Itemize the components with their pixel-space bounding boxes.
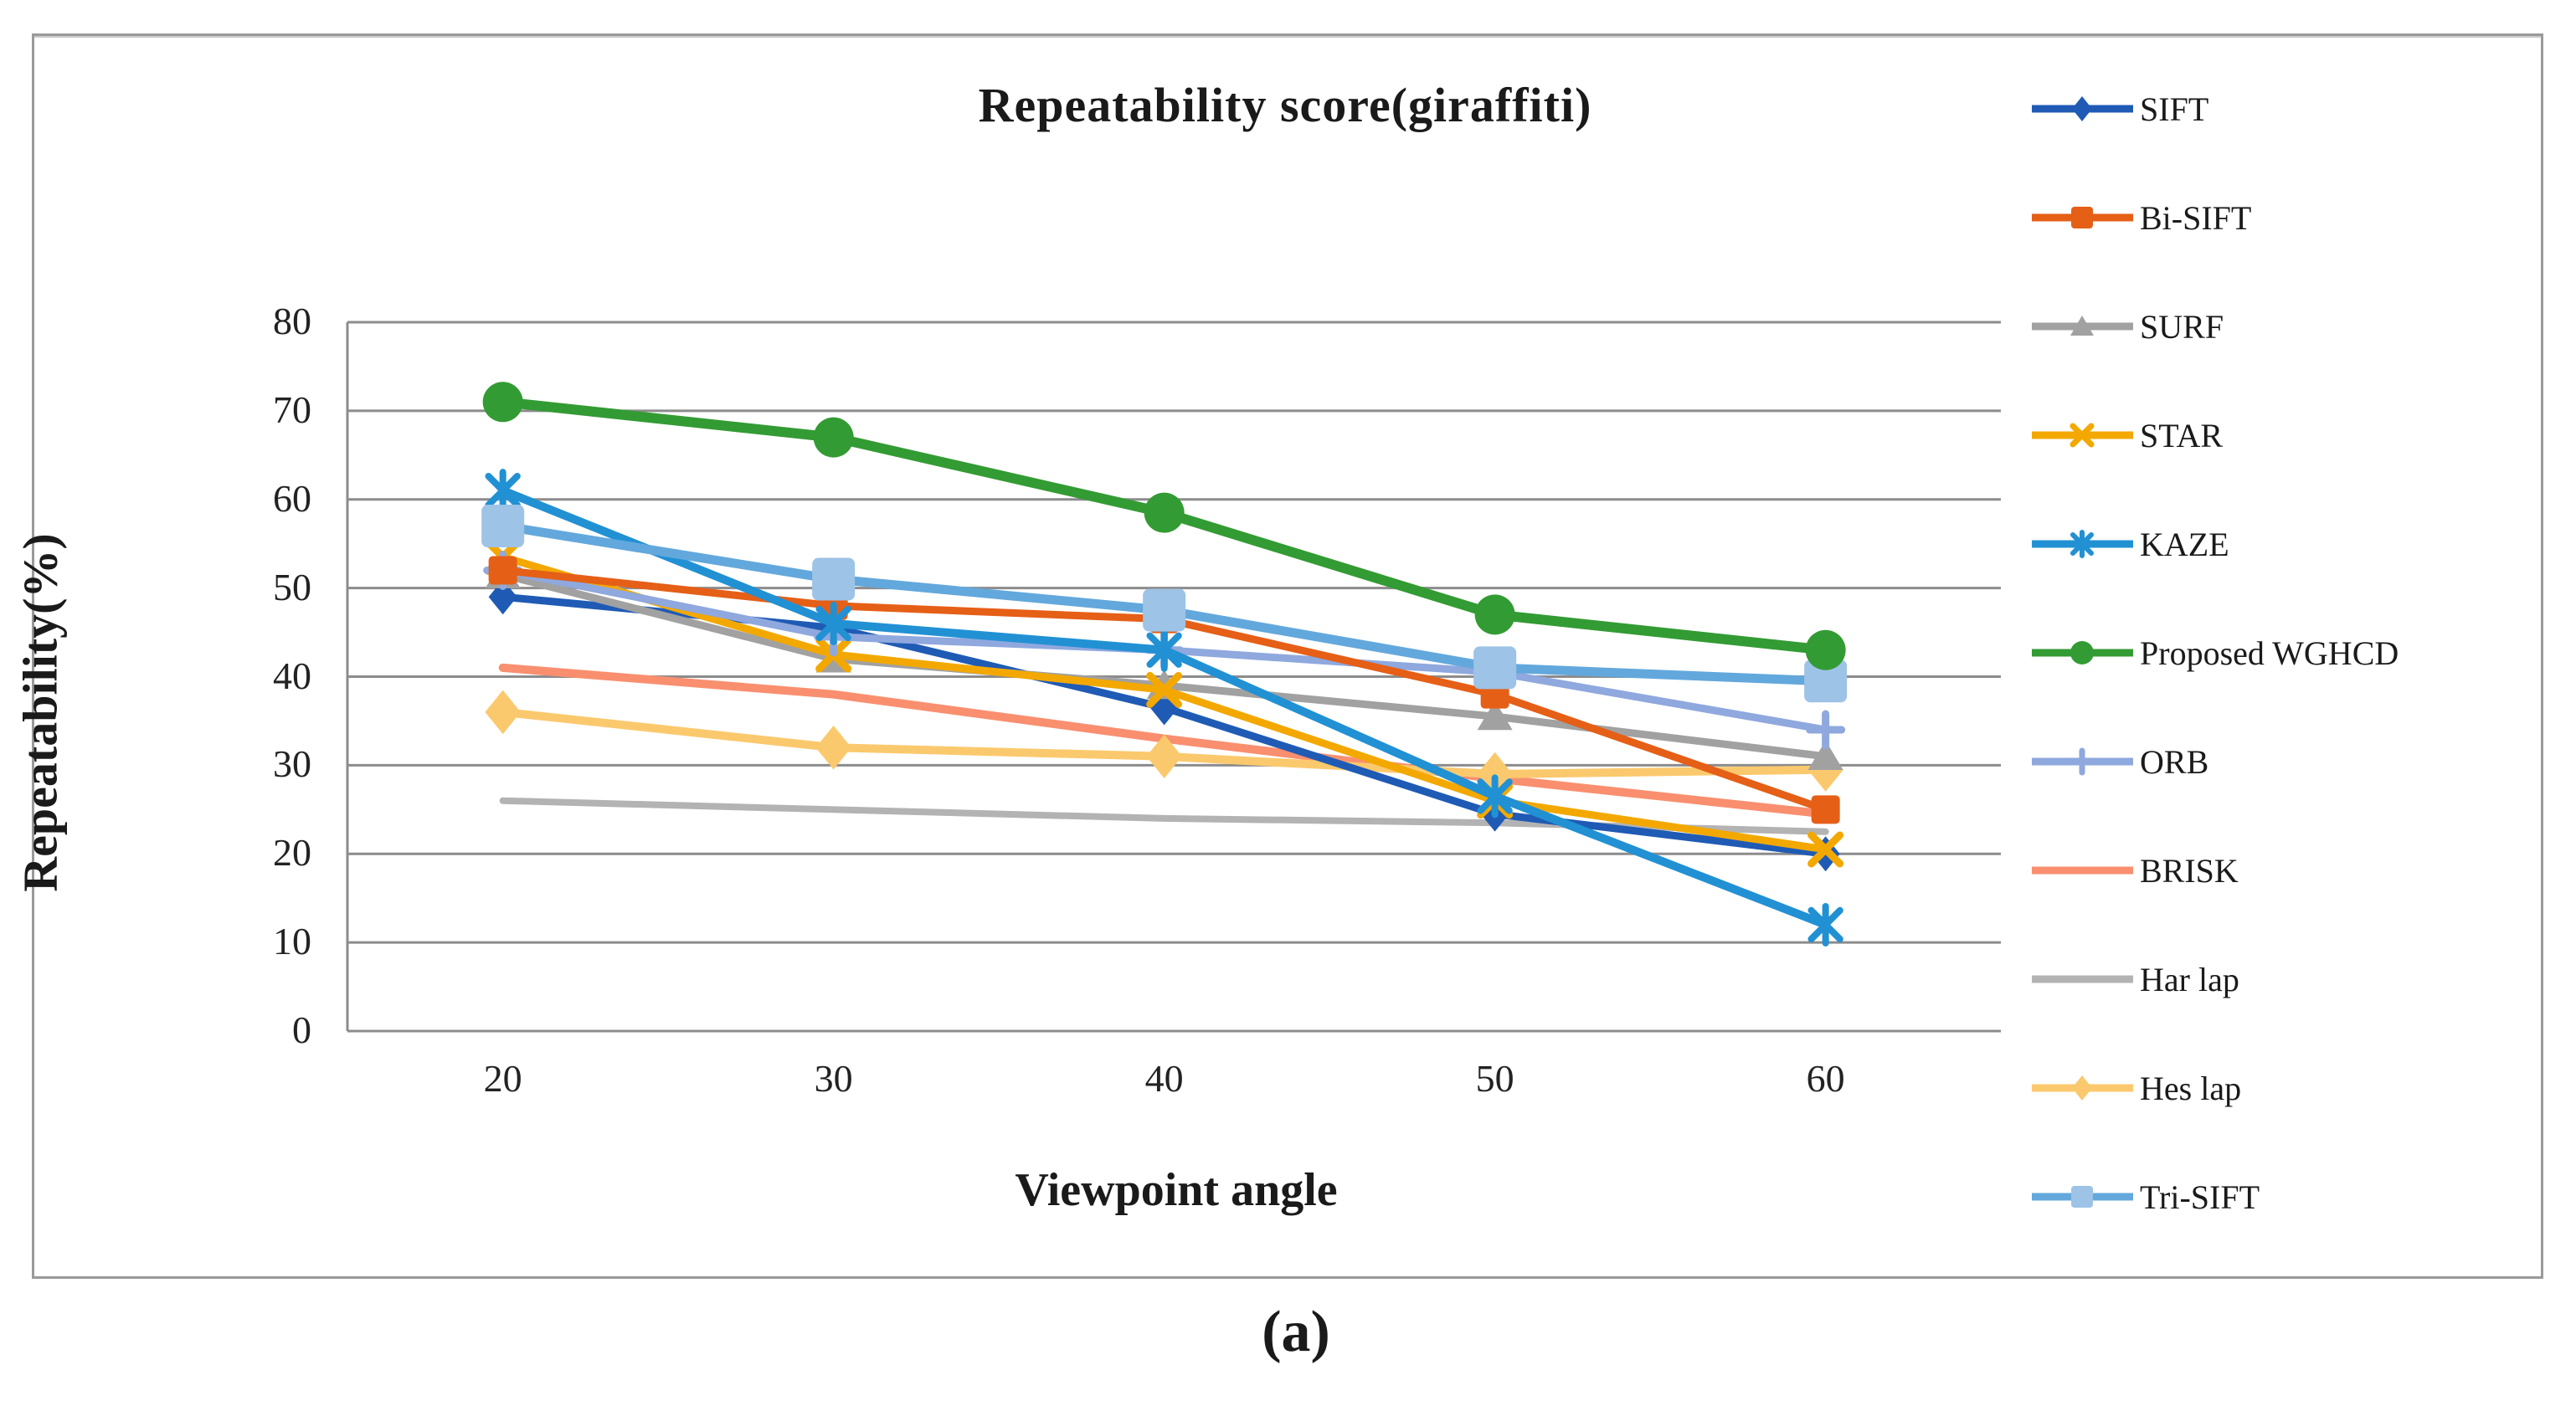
- marker-circle: [1144, 492, 1185, 533]
- marker-circle: [813, 417, 854, 458]
- legend-marker-glyph: [2070, 530, 2094, 558]
- legend-label: SIFT: [2140, 90, 2209, 128]
- chart-legend: SIFT Bi-SIFT SURF STAR KAZE Proposed WGHCD ORB…: [2030, 0, 2532, 1272]
- y-tick-label: 80: [273, 300, 311, 342]
- legend-line-asterisk-icon: [2032, 530, 2133, 558]
- y-tick-label: 50: [273, 565, 311, 608]
- legend-label: Hes lap: [2140, 1069, 2242, 1107]
- legend-marker-glyph: [2072, 96, 2092, 121]
- legend-label: Tri-SIFT: [2140, 1178, 2260, 1216]
- legend-item-brisk: BRISK: [2030, 845, 2239, 895]
- figure-caption: (a): [1262, 1300, 1330, 1364]
- marker-diamond: [815, 725, 851, 770]
- legend-marker-glyph: [2071, 207, 2093, 228]
- legend-item-orb: ORB: [2030, 736, 2208, 787]
- legend-item-star: STAR: [2030, 410, 2223, 460]
- marker-circle: [482, 382, 523, 423]
- legend-label: STAR: [2140, 416, 2224, 454]
- legend-label: Bi-SIFT: [2140, 198, 2252, 237]
- legend-marker-glyph: [2070, 423, 2095, 448]
- y-tick-label: 30: [273, 742, 311, 786]
- legend-item-har-lap: Har lap: [2030, 954, 2239, 1004]
- marker-diamond: [1146, 734, 1182, 779]
- y-tick-label: 40: [273, 654, 311, 697]
- legend-marker-glyph: [2068, 747, 2096, 776]
- legend-label: SURF: [2140, 307, 2224, 346]
- x-tick-label: 60: [1806, 1057, 1845, 1100]
- marker-asterisk: [815, 601, 851, 645]
- legend-label: KAZE: [2140, 525, 2229, 563]
- legend-item-hes-lap: Hes lap: [2030, 1063, 2241, 1113]
- y-axis-title: Repeatability(%): [13, 533, 68, 892]
- x-tick-label: 50: [1475, 1057, 1514, 1100]
- legend-marker-glyph: [2072, 1075, 2092, 1101]
- x-tick-label: 20: [483, 1057, 522, 1100]
- legend-item-kaze: KAZE: [2030, 519, 2229, 569]
- marker-square: [1473, 646, 1517, 690]
- marker-asterisk: [1807, 902, 1843, 947]
- marker-asterisk: [485, 469, 521, 513]
- legend-line-square-icon: [2032, 207, 2133, 228]
- y-tick-label: 10: [273, 920, 311, 963]
- legend-line-circle-icon: [2032, 641, 2133, 665]
- legend-line-x-icon: [2032, 423, 2133, 448]
- marker-triangle: [1477, 700, 1513, 731]
- legend-item-tri-sift: Tri-SIFT: [2030, 1172, 2260, 1222]
- marker-square: [1804, 659, 1848, 703]
- marker-square: [812, 557, 856, 601]
- marker-plus: [1806, 710, 1846, 750]
- legend-line-triangle-icon: [2032, 316, 2133, 336]
- y-tick-label: 20: [273, 831, 311, 875]
- marker-square: [1811, 795, 1840, 824]
- legend-line-diamond-icon: [2032, 96, 2133, 121]
- y-tick-label: 0: [292, 1008, 311, 1051]
- legend-line-icon: [2032, 975, 2133, 983]
- legend-line-diamond-icon: [2032, 1075, 2133, 1101]
- marker-circle: [1474, 594, 1515, 635]
- marker-diamond: [485, 690, 521, 735]
- legend-item-sift: SIFT: [2030, 84, 2208, 134]
- legend-item-proposed-wghcd: Proposed WGHCD: [2030, 628, 2399, 678]
- marker-triangle: [1807, 740, 1843, 770]
- y-tick-label: 70: [273, 387, 311, 431]
- marker-square: [481, 505, 525, 548]
- marker-x: [1807, 831, 1844, 868]
- x-tick-label: 40: [1144, 1057, 1184, 1100]
- legend-line-icon: [2032, 866, 2133, 875]
- legend-label: BRISK: [2140, 851, 2239, 890]
- marker-square: [488, 556, 517, 585]
- y-tick-label: 60: [273, 476, 311, 520]
- marker-x: [1146, 671, 1183, 708]
- marker-asterisk: [1477, 774, 1513, 818]
- marker-circle: [1805, 629, 1846, 670]
- legend-item-bi-sift: Bi-SIFT: [2030, 192, 2251, 243]
- legend-line-square-icon: [2032, 1186, 2133, 1208]
- marker-asterisk: [1146, 628, 1182, 672]
- legend-item-surf: SURF: [2030, 301, 2224, 352]
- legend-label: Har lap: [2140, 960, 2239, 998]
- legend-marker-glyph: [2070, 316, 2094, 336]
- legend-marker-glyph: [2071, 1186, 2093, 1208]
- marker-square: [1143, 588, 1186, 632]
- legend-label: Proposed WGHCD: [2140, 634, 2399, 672]
- x-axis-title: Viewpoint angle: [1015, 1164, 1338, 1216]
- x-tick-label: 30: [814, 1057, 853, 1100]
- legend-line-plus-icon: [2032, 747, 2133, 776]
- chart-title: Repeatability score(giraffiti): [978, 78, 1592, 132]
- legend-marker-glyph: [2070, 641, 2094, 665]
- legend-label: ORB: [2140, 742, 2209, 781]
